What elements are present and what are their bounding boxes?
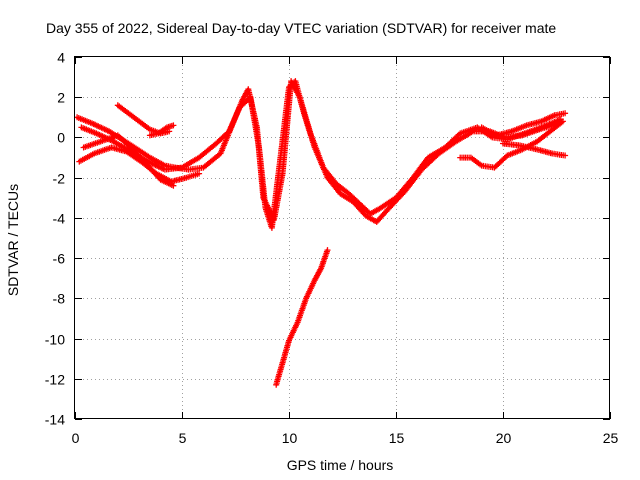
data-point	[170, 182, 177, 189]
series-5	[114, 102, 173, 137]
x-tick-label: 10	[282, 430, 298, 446]
x-tick-label: 20	[496, 430, 512, 446]
x-tick-label: 15	[389, 430, 405, 446]
y-tick-label: 0	[57, 130, 65, 146]
y-tick-label: -14	[45, 412, 65, 428]
series-8	[478, 110, 569, 139]
y-axis-label: SDTVAR / TECUs	[5, 184, 21, 296]
y-tick-label: -2	[53, 171, 66, 187]
data-point	[196, 170, 203, 177]
plot-frame	[74, 56, 610, 419]
data-point	[559, 118, 566, 125]
grid	[75, 57, 610, 419]
x-axis-label: GPS time / hours	[287, 457, 394, 473]
series-9	[500, 140, 569, 159]
y-tick-label: -12	[45, 372, 65, 388]
y-tick-label: -10	[45, 332, 65, 348]
data-point	[562, 110, 569, 117]
y-tick-label: -4	[53, 211, 66, 227]
series-6	[146, 122, 177, 139]
data-points	[74, 78, 569, 388]
x-tick-label: 25	[603, 430, 619, 446]
series-2	[78, 78, 562, 231]
y-tick-label: 4	[57, 50, 65, 66]
axes: 420-2-4-6-8-10-12-140 5 10 15 20 25	[45, 50, 619, 447]
x-tick-label: 5	[179, 430, 187, 446]
data-point	[562, 152, 569, 159]
series-10	[273, 247, 331, 388]
y-tick-label: -8	[53, 291, 66, 307]
x-tick-label: 0	[72, 430, 80, 446]
series-7	[457, 118, 566, 171]
y-tick-label: -6	[53, 251, 66, 267]
series-4	[80, 132, 177, 189]
chart-title: Day 355 of 2022, Sidereal Day-to-day VTE…	[46, 20, 556, 36]
data-point	[324, 247, 331, 254]
y-tick-label: 2	[57, 90, 65, 106]
data-point	[170, 122, 177, 129]
